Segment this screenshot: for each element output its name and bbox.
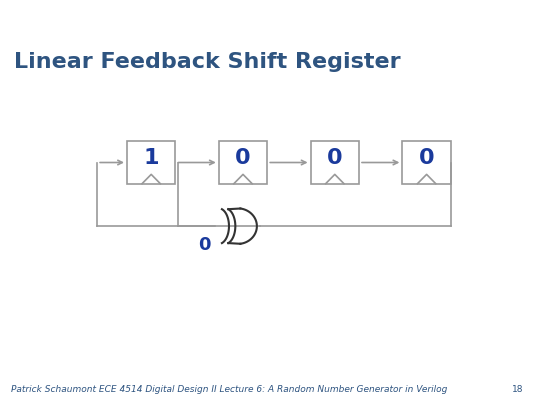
Text: Linear Feedback Shift Register: Linear Feedback Shift Register xyxy=(14,52,400,72)
Text: 0: 0 xyxy=(198,236,211,254)
Bar xyxy=(127,141,176,184)
Text: Patrick Schaumont ECE 4514 Digital Design II Lecture 6: A Random Number Generato: Patrick Schaumont ECE 4514 Digital Desig… xyxy=(11,385,447,394)
Bar xyxy=(310,141,359,184)
Text: 0: 0 xyxy=(419,148,434,168)
Text: 18: 18 xyxy=(512,385,524,394)
Text: 0: 0 xyxy=(327,148,342,168)
Text: 0: 0 xyxy=(235,148,251,168)
Bar xyxy=(219,141,267,184)
Bar xyxy=(402,141,451,184)
Text: 1: 1 xyxy=(144,148,159,168)
